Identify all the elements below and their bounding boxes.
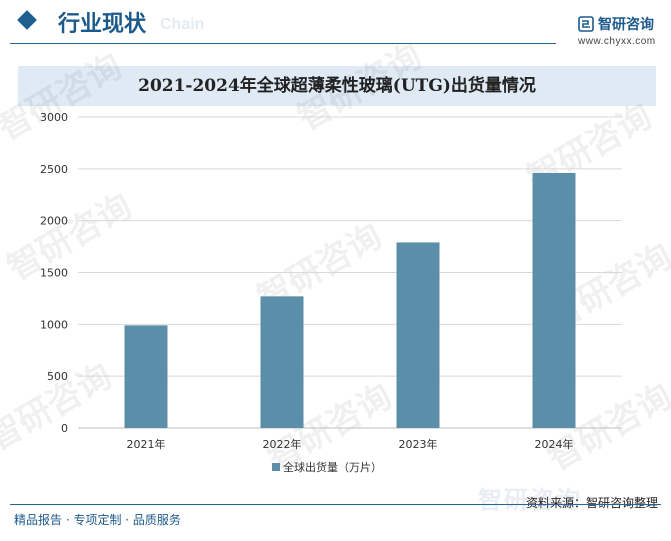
x-tick-label: 2024年	[535, 437, 574, 451]
section-header: 行业现状 Chain	[0, 0, 671, 50]
brand-name: 智研咨询	[598, 17, 654, 33]
footer-watermark: 智研咨询	[478, 486, 582, 514]
section-title: 行业现状	[58, 12, 147, 37]
ghost-text: Chain	[160, 16, 205, 33]
y-tick-label: 2000	[40, 215, 68, 228]
header-divider	[10, 43, 556, 44]
footer-divider	[10, 504, 661, 505]
bar-4	[532, 172, 576, 428]
legend: 全球出货量（万片）	[272, 460, 382, 474]
brand-logo-icon	[578, 16, 594, 32]
bar-2	[260, 296, 304, 428]
y-tick-label: 0	[61, 422, 68, 435]
y-tick-label: 1000	[40, 318, 68, 331]
brand-url: www.chyxx.com	[578, 36, 656, 47]
chart-title: 2021-2024年全球超薄柔性玻璃(UTG)出货量情况	[138, 76, 536, 96]
y-tick-label: 3000	[40, 111, 68, 124]
x-tick-label: 2022年	[263, 437, 302, 451]
legend-swatch	[272, 463, 280, 471]
x-tick-label: 2023年	[399, 437, 438, 451]
legend-label: 全球出货量（万片）	[283, 460, 382, 474]
bar-layer	[124, 172, 576, 428]
source-note: 资料来源：智研咨询整理	[525, 496, 658, 510]
bar-3	[396, 242, 440, 428]
bar-1	[124, 325, 168, 428]
footer-slogan: 精品报告 · 专项定制 · 品质服务	[14, 513, 181, 527]
brand-block: 智研咨询 www.chyxx.com	[578, 14, 668, 50]
y-axis-ticks: 0 500 1000 1500 2000 2500 3000	[40, 111, 68, 435]
grid-layer	[78, 116, 622, 429]
chart-title-band: 2021-2024年全球超薄柔性玻璃(UTG)出货量情况	[18, 66, 656, 106]
y-tick-label: 500	[47, 370, 68, 383]
y-tick-label: 1500	[40, 267, 68, 280]
x-axis-ticks: 2021年 2022年 2023年 2024年	[127, 437, 574, 451]
x-tick-label: 2021年	[127, 437, 166, 451]
y-tick-label: 2500	[40, 163, 68, 176]
